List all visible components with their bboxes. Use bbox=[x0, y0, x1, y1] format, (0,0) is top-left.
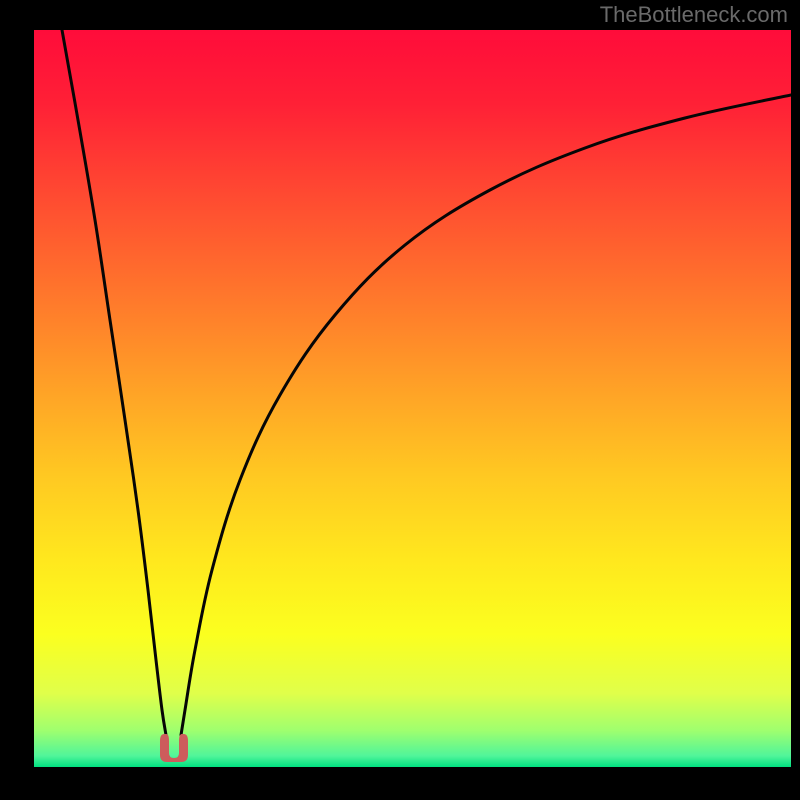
plot-area bbox=[34, 30, 791, 767]
curve-left-branch bbox=[62, 30, 166, 735]
curve-right-branch bbox=[181, 95, 791, 735]
watermark-text: TheBottleneck.com bbox=[600, 2, 788, 28]
optimal-marker bbox=[160, 734, 188, 762]
curves-overlay bbox=[34, 30, 791, 767]
